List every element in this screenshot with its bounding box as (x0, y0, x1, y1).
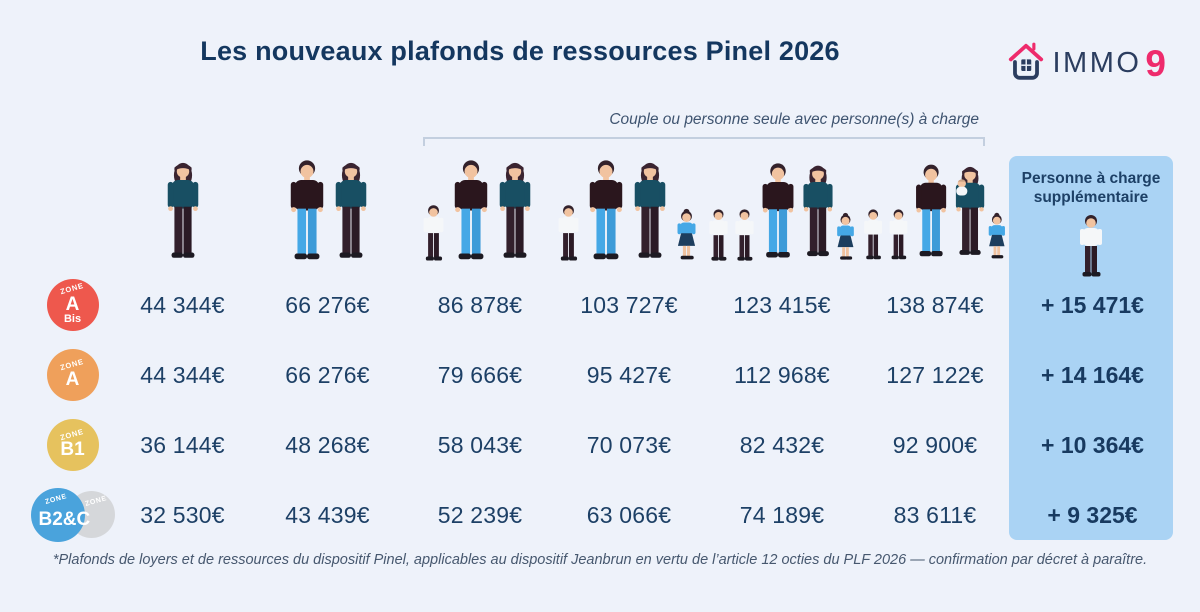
value-cell: 66 276€ (285, 291, 370, 318)
extra-value-cell: + 15 471€ (1041, 291, 1144, 318)
corner-spacer (30, 142, 115, 270)
brand-wordmark-immo: IMMO (1052, 47, 1142, 79)
extra-value-cell: + 14 164€ (1041, 361, 1144, 388)
zone-badge-a-bis: ZONE A Bis (30, 270, 115, 340)
extra-value-cell: + 9 325€ (1047, 501, 1138, 528)
value-cell: 52 239€ (437, 501, 523, 528)
ceilings-table: ZONE A Bis 44 344€ 66 276€ 86 878€ 103 7… (30, 142, 1176, 550)
extra-value-cell: + 10 364€ (1041, 431, 1144, 458)
value-cell: 83 611€ (893, 501, 977, 528)
zone-name: B2 (38, 509, 63, 530)
value-cell: 79 666€ (437, 361, 523, 388)
family-icon-couple (250, 142, 405, 270)
value-cell: 138 874€ (886, 291, 984, 318)
family-icon-couple-1-child (405, 142, 555, 270)
supplement-panel-header: Personne à charge supplémentaire (1021, 170, 1161, 207)
panel-spacer (1009, 142, 1176, 270)
family-icon-couple-4-children (861, 142, 1009, 270)
value-cell: 123 415€ (733, 291, 831, 318)
house-icon (1005, 40, 1047, 87)
value-cell: 44 344€ (140, 291, 225, 318)
zone-name: C (76, 509, 91, 530)
zone-name: B1 (60, 439, 85, 461)
zone-sub: Bis (63, 312, 82, 325)
value-cell: 48 268€ (285, 431, 370, 458)
value-cell: 103 727€ (580, 291, 678, 318)
value-cell: 44 344€ (140, 361, 225, 388)
value-cell: 63 066€ (586, 501, 672, 528)
zone-badge-a: ZONE A (30, 340, 115, 410)
brand-logo: IMMO 9 (1005, 40, 1166, 87)
value-cell: 127 122€ (886, 361, 984, 388)
value-cell: 36 144€ (140, 431, 225, 458)
zone-name: A (65, 293, 80, 315)
value-cell: 95 427€ (586, 361, 672, 388)
value-cell: 74 189€ (739, 501, 825, 528)
family-icon-couple-3-children (703, 142, 861, 270)
value-cell: 112 968€ (734, 361, 830, 388)
zone-b2-circle (30, 488, 85, 542)
value-cell: 86 878€ (437, 291, 523, 318)
bracket-label: Couple ou personne seule avec personne(s… (609, 111, 979, 128)
zone-amp: & (62, 509, 77, 530)
zone-badge-b1: ZONE B1 (30, 410, 115, 480)
value-cell: 92 900€ (892, 431, 978, 458)
brand-wordmark-9: 9 (1145, 43, 1166, 84)
value-cell: 43 439€ (285, 501, 370, 528)
value-cell: 70 073€ (586, 431, 672, 458)
value-cell: 58 043€ (437, 431, 523, 458)
zone-badge-b2-c: ZONE ZONE B2 & C (30, 480, 115, 550)
footnote: *Plafonds de loyers et de ressources du … (52, 552, 1148, 568)
zone-name: A (65, 369, 80, 391)
bracket-line (423, 137, 985, 146)
page-title: Les nouveaux plafonds de ressources Pine… (200, 36, 840, 66)
value-cell: 82 432€ (739, 431, 825, 458)
family-icon-couple-2-children (555, 142, 703, 270)
supplement-panel: Personne à charge supplémentaire (1009, 156, 1173, 540)
family-icon-single-person (115, 142, 250, 270)
value-cell: 32 530€ (140, 501, 225, 528)
value-cell: 66 276€ (285, 361, 370, 388)
